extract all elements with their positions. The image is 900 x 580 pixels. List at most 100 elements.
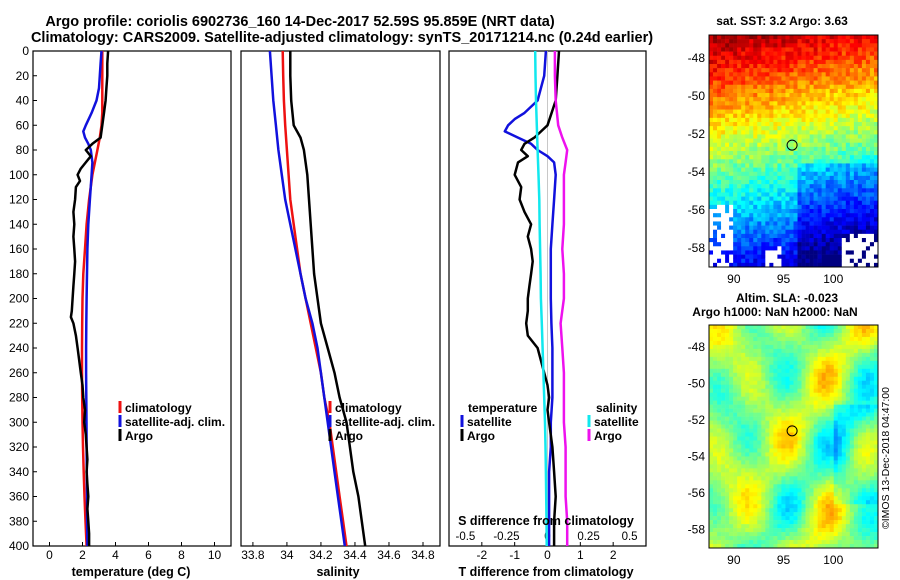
map-cell bbox=[789, 217, 794, 222]
map-cell bbox=[793, 420, 798, 425]
map-cell bbox=[857, 117, 863, 123]
map-cell bbox=[773, 416, 778, 421]
map-cell bbox=[805, 360, 810, 366]
map-cell bbox=[809, 254, 814, 260]
map-cell bbox=[825, 424, 831, 429]
map-cell bbox=[865, 444, 871, 449]
map-cell bbox=[797, 492, 802, 497]
map-cell bbox=[861, 404, 867, 409]
map-cell bbox=[841, 47, 847, 52]
map-cell bbox=[725, 196, 730, 202]
map-cell bbox=[761, 360, 766, 366]
map-cell bbox=[857, 97, 863, 102]
map-cell bbox=[825, 540, 831, 545]
map-cell bbox=[841, 448, 847, 453]
map-cell bbox=[861, 142, 867, 148]
map-cell bbox=[865, 39, 871, 44]
map-cell bbox=[809, 472, 814, 477]
map-cell bbox=[745, 392, 750, 397]
map-cell bbox=[765, 380, 770, 386]
map-cell bbox=[757, 47, 762, 52]
map-cell bbox=[873, 138, 878, 144]
map-cell bbox=[869, 468, 875, 473]
temperature-axis-label: temperature (deg C) bbox=[72, 565, 191, 579]
map-cell bbox=[813, 368, 818, 374]
map-cell bbox=[825, 348, 831, 354]
map-cell bbox=[837, 163, 843, 168]
map-cell bbox=[805, 72, 810, 77]
map-cell bbox=[721, 109, 726, 115]
map-cell bbox=[865, 416, 871, 421]
map-cell bbox=[729, 512, 734, 517]
map-cell bbox=[865, 472, 871, 477]
map-cell bbox=[825, 468, 831, 473]
map-cell bbox=[753, 476, 758, 481]
map-cell bbox=[849, 262, 855, 267]
map-cell bbox=[749, 512, 754, 517]
map-cell bbox=[869, 55, 875, 61]
map-cell bbox=[721, 472, 726, 477]
map-cell bbox=[757, 175, 762, 181]
map-cell bbox=[833, 221, 839, 226]
map-cell bbox=[797, 101, 802, 106]
map-cell bbox=[849, 204, 855, 210]
map-cell bbox=[789, 192, 794, 197]
map-cell bbox=[721, 368, 726, 374]
map-cell bbox=[809, 68, 814, 73]
map-cell bbox=[821, 344, 826, 350]
map-cell bbox=[809, 420, 814, 425]
map-cell bbox=[809, 500, 814, 505]
map-cell bbox=[733, 368, 738, 374]
map-cell bbox=[833, 536, 839, 541]
map-cell bbox=[729, 368, 734, 374]
map-cell bbox=[873, 524, 878, 529]
map-cell bbox=[805, 480, 810, 485]
map-cell bbox=[713, 436, 718, 441]
map-cell bbox=[833, 468, 839, 473]
map-cell bbox=[749, 340, 754, 346]
map-cell bbox=[781, 396, 786, 401]
map-cell bbox=[825, 126, 831, 131]
map-cell bbox=[709, 325, 714, 330]
map-cell bbox=[849, 380, 855, 386]
map-cell bbox=[821, 151, 826, 156]
map-cell bbox=[809, 408, 814, 413]
map-cell bbox=[837, 472, 843, 477]
map-cell bbox=[853, 472, 859, 477]
map-cell bbox=[821, 420, 826, 425]
map-cell bbox=[825, 130, 831, 135]
map-cell bbox=[769, 412, 774, 417]
map-cell bbox=[717, 432, 722, 437]
map-cell bbox=[753, 480, 758, 485]
map-cell bbox=[813, 97, 818, 102]
map-cell bbox=[825, 246, 831, 251]
map-cell bbox=[829, 372, 835, 378]
map-cell bbox=[833, 171, 839, 177]
map-cell bbox=[781, 376, 786, 382]
map-cell bbox=[825, 55, 831, 61]
map-cell bbox=[733, 340, 738, 346]
map-cell bbox=[845, 84, 851, 90]
map-cell bbox=[737, 472, 742, 477]
map-cell bbox=[813, 488, 818, 493]
map-cell bbox=[873, 258, 878, 264]
map-cell bbox=[721, 428, 726, 433]
map-cell bbox=[841, 258, 847, 264]
map-cell bbox=[849, 126, 855, 131]
map-cell bbox=[789, 221, 794, 226]
map-cell bbox=[745, 97, 750, 102]
map-cell bbox=[781, 488, 786, 493]
map-cell bbox=[749, 151, 754, 156]
legend-label-s-argo: Argo bbox=[594, 429, 622, 443]
map-cell bbox=[869, 192, 875, 197]
map-cell bbox=[869, 480, 875, 485]
map-cell bbox=[861, 229, 867, 235]
map-cell bbox=[789, 420, 794, 425]
map-cell bbox=[853, 84, 859, 90]
map-cell bbox=[845, 404, 851, 409]
map-cell bbox=[805, 336, 810, 342]
map-cell bbox=[757, 524, 762, 529]
map-cell bbox=[753, 146, 758, 152]
map-cell bbox=[709, 432, 714, 437]
map-cell bbox=[797, 225, 802, 231]
